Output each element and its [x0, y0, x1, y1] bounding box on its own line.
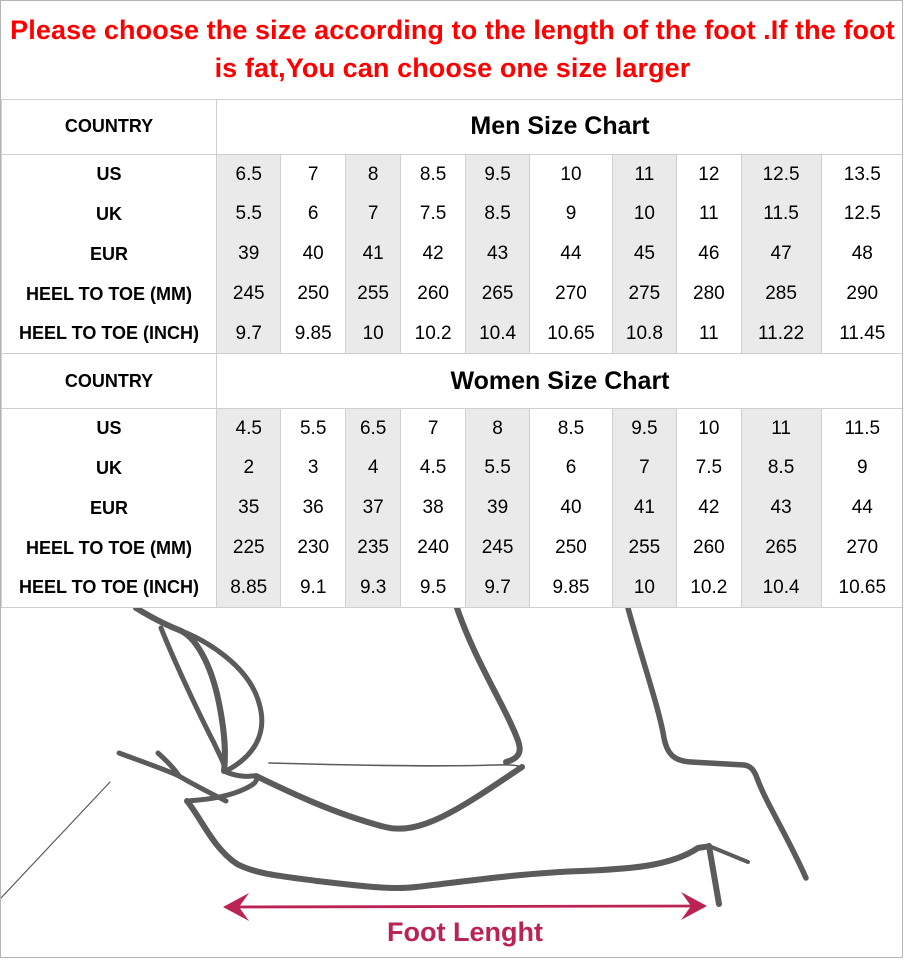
svg-text:Foot Lenght: Foot Lenght: [387, 917, 543, 947]
